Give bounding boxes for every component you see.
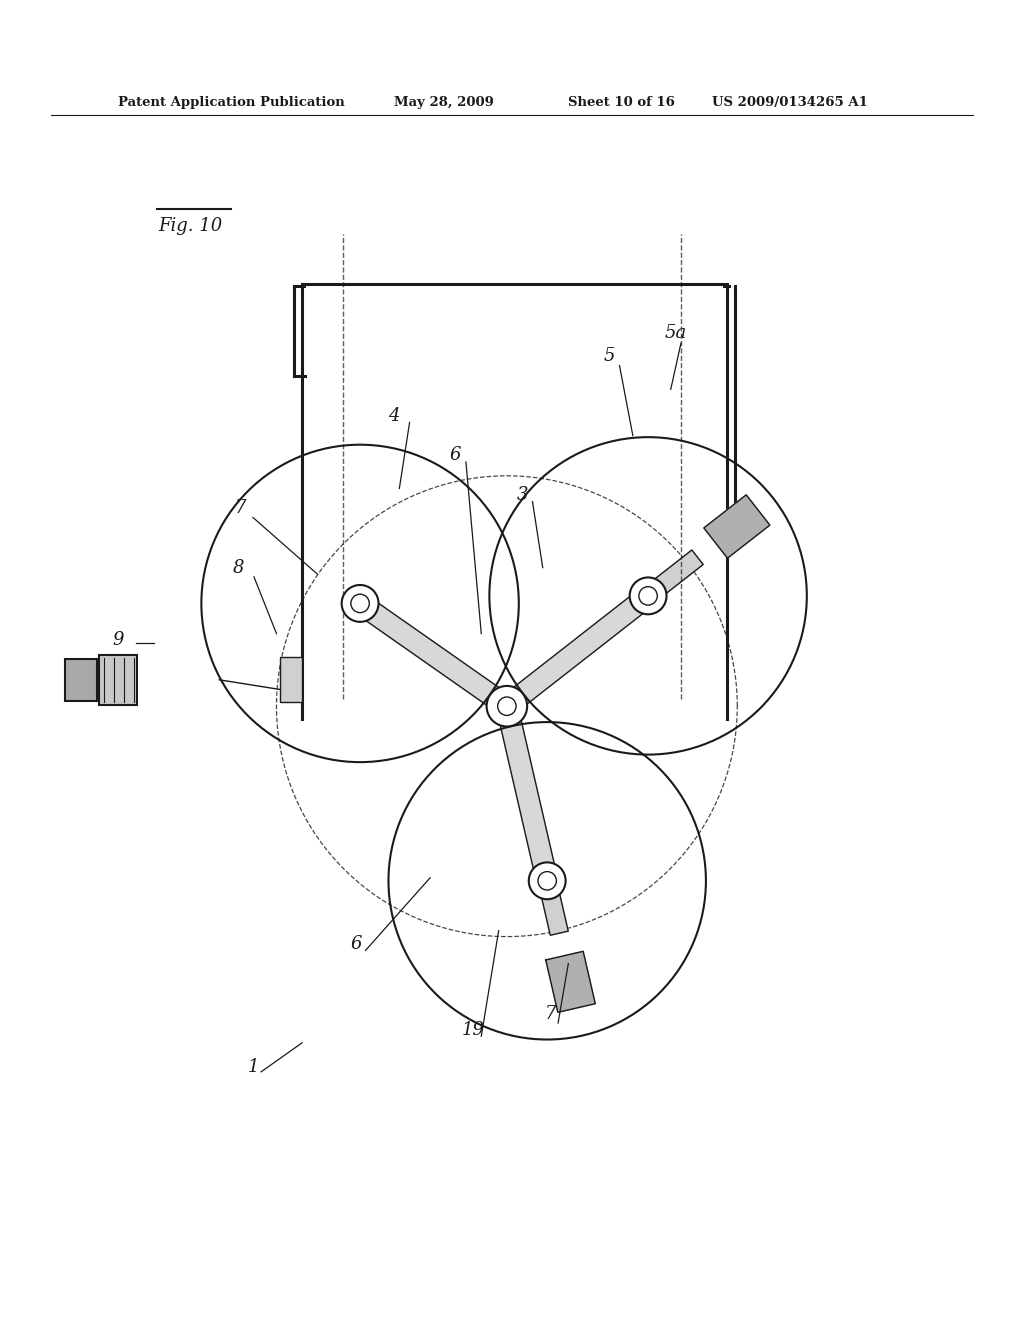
Polygon shape [354, 594, 513, 715]
Text: 5: 5 [603, 347, 615, 366]
Polygon shape [539, 879, 568, 936]
Text: 1: 1 [248, 1057, 260, 1076]
Text: Patent Application Publication: Patent Application Publication [118, 96, 344, 110]
Text: May 28, 2009: May 28, 2009 [394, 96, 495, 110]
Polygon shape [642, 550, 703, 603]
Text: 9: 9 [112, 631, 124, 649]
Circle shape [630, 577, 667, 614]
Polygon shape [501, 587, 654, 714]
Text: 8: 8 [232, 558, 245, 577]
Text: Fig. 10: Fig. 10 [159, 216, 223, 235]
Text: 7: 7 [234, 499, 247, 517]
Text: 5a: 5a [665, 323, 687, 342]
Text: 6: 6 [350, 935, 362, 953]
Circle shape [486, 686, 527, 726]
Polygon shape [703, 495, 770, 558]
Text: 7: 7 [545, 1005, 557, 1023]
Text: US 2009/0134265 A1: US 2009/0134265 A1 [712, 96, 867, 110]
Text: 3: 3 [516, 486, 528, 504]
Bar [66, 659, 97, 701]
Circle shape [528, 862, 565, 899]
Text: Sheet 10 of 16: Sheet 10 of 16 [568, 96, 675, 110]
Bar [281, 657, 302, 702]
Circle shape [342, 585, 379, 622]
Text: 6: 6 [450, 446, 462, 465]
Text: 4: 4 [388, 407, 400, 425]
Bar [99, 655, 137, 705]
Polygon shape [546, 952, 595, 1012]
Text: 19: 19 [462, 1020, 484, 1039]
Polygon shape [497, 704, 558, 883]
